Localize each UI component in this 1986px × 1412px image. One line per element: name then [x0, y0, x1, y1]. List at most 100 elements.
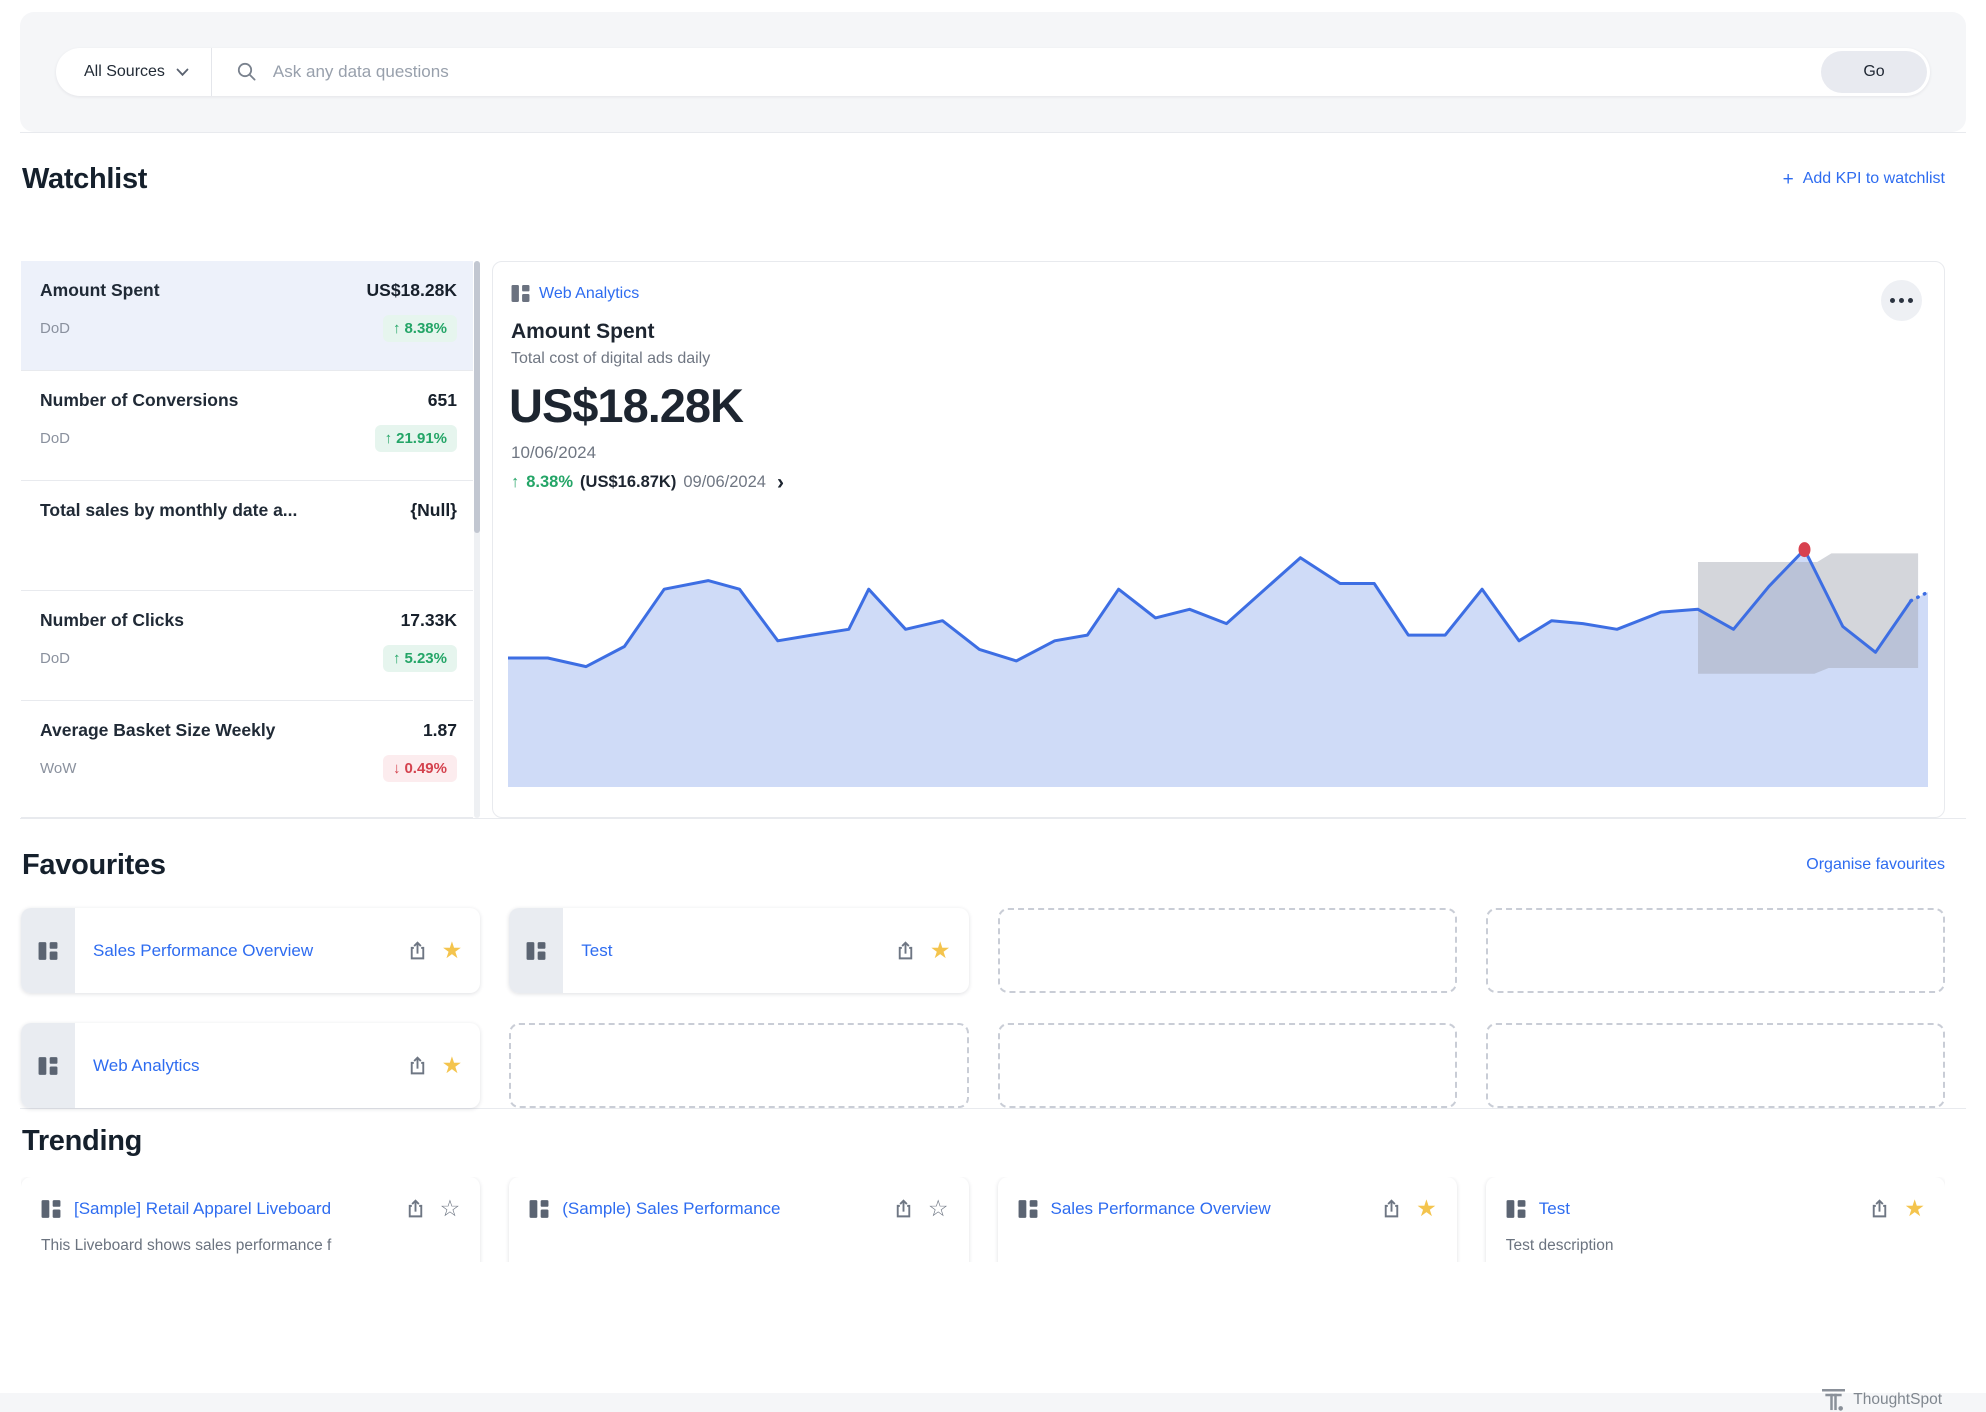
kpi-name: Amount Spent: [40, 280, 160, 300]
kpi-detail-card: Web Analytics Amount Spent Total cost of…: [492, 261, 1945, 818]
thoughtspot-logo: ThoughtSpot: [1822, 1389, 1942, 1411]
watchlist-item-amount-spent[interactable]: Amount Spent US$18.28K DoD ↑ 8.38%: [21, 261, 473, 371]
liveboard-description: This Liveboard shows sales performance f: [41, 1237, 332, 1254]
liveboard-link[interactable]: [Sample] Retail Apparel Liveboard: [74, 1198, 332, 1218]
star-filled-icon[interactable]: ★: [929, 937, 951, 963]
watchlist-scrollbar[interactable]: [474, 261, 480, 818]
empty-favourite-slot: [997, 1023, 1457, 1108]
kpi-period: DoD: [40, 320, 71, 337]
arrow-up-icon: ↑: [384, 430, 393, 447]
chevron-right-icon[interactable]: ›: [776, 471, 784, 494]
star-filled-icon[interactable]: ★: [1904, 1195, 1925, 1221]
liveboard-link[interactable]: Web Analytics: [93, 1055, 200, 1075]
previous-date: 09/06/2024: [683, 473, 766, 491]
favourite-card-web-analytics[interactable]: Web Analytics ★: [21, 1023, 481, 1108]
star-filled-icon[interactable]: ★: [1416, 1195, 1437, 1221]
empty-favourite-slot: [509, 1023, 969, 1108]
source-selector-label: All Sources: [84, 63, 165, 80]
star-outline-icon[interactable]: ☆: [927, 1195, 949, 1221]
watchlist-kpi-list: Amount Spent US$18.28K DoD ↑ 8.38% Numbe…: [21, 261, 473, 818]
more-options-button[interactable]: [1881, 280, 1922, 321]
liveboard-link[interactable]: (Sample) Sales Performance: [562, 1198, 781, 1218]
scrollbar-thumb[interactable]: [474, 261, 480, 533]
kpi-detail-change-row: ↑ 8.38% (US$16.87K) 09/06/2024 ›: [511, 472, 1944, 493]
section-divider: [20, 1108, 1966, 1109]
kpi-detail-date: 10/06/2024: [511, 443, 597, 462]
watchlist-header: Watchlist + Add KPI to watchlist: [22, 159, 1945, 199]
favourites-header: Favourites Organise favourites: [22, 845, 1945, 885]
chevron-down-icon: [176, 68, 189, 76]
liveboard-link[interactable]: Sales Performance Overview: [1050, 1198, 1271, 1218]
search-bar: All Sources Go: [56, 48, 1930, 96]
card-icon-strip: [509, 908, 564, 993]
kpi-period: DoD: [40, 650, 71, 667]
share-icon[interactable]: [1381, 1198, 1402, 1219]
share-icon[interactable]: [895, 940, 916, 961]
trending-card-sales-performance-overview[interactable]: Sales Performance Overview ★: [997, 1177, 1457, 1262]
watchlist-item-average-basket-size[interactable]: Average Basket Size Weekly 1.87 WoW ↓ 0.…: [21, 701, 473, 811]
dot: [1908, 298, 1913, 303]
search-input[interactable]: [270, 61, 1821, 83]
watchlist-item-total-sales[interactable]: Total sales by monthly date a... {Null}: [21, 481, 473, 591]
kpi-value: US$18.28K: [366, 280, 457, 300]
kpi-sparkline-chart[interactable]: [508, 529, 1928, 787]
kpi-change-badge: ↑ 5.23%: [382, 645, 457, 672]
empty-favourite-slot: [1485, 1023, 1945, 1108]
kpi-name: Average Basket Size Weekly: [40, 720, 276, 740]
kpi-value: {Null}: [410, 500, 457, 520]
search-icon: [236, 61, 258, 83]
thoughtspot-logo-icon: [1822, 1389, 1846, 1411]
kpi-detail-subtitle: Total cost of digital ads daily: [511, 350, 711, 367]
dot: [1890, 298, 1895, 303]
data-source-selector[interactable]: All Sources: [56, 48, 211, 96]
organise-favourites-link[interactable]: Organise favourites: [1806, 856, 1945, 873]
kpi-value: 1.87: [422, 720, 457, 740]
kpi-name: Number of Clicks: [40, 610, 184, 630]
liveboard-icon: [41, 1199, 61, 1219]
watchlist-item-number-of-conversions[interactable]: Number of Conversions 651 DoD ↑ 21.91%: [21, 371, 473, 481]
favourite-card-test[interactable]: Test ★: [509, 908, 969, 993]
liveboard-icon: [526, 941, 546, 961]
trending-card-sample-sales-performance[interactable]: (Sample) Sales Performance ☆: [509, 1177, 969, 1262]
arrow-up-icon: ↑: [511, 473, 520, 491]
kpi-name: Total sales by monthly date a...: [40, 500, 298, 520]
liveboard-icon: [38, 941, 58, 961]
footer-strip: [0, 1393, 1986, 1412]
favourites-title: Favourites: [22, 848, 166, 881]
card-icon-strip: [21, 1023, 75, 1108]
share-icon[interactable]: [1869, 1198, 1890, 1219]
star-filled-icon[interactable]: ★: [441, 937, 463, 963]
share-icon[interactable]: [893, 1198, 914, 1219]
share-icon[interactable]: [407, 1055, 428, 1076]
arrow-up-icon: ↑: [392, 650, 401, 667]
empty-favourite-slot: [997, 908, 1457, 993]
kpi-change-badge: ↑ 8.38%: [382, 315, 457, 342]
watchlist-title: Watchlist: [22, 162, 148, 195]
source-liveboard-link[interactable]: Web Analytics: [511, 284, 1944, 303]
kpi-change-badge: ↓ 0.49%: [382, 755, 457, 782]
watchlist-item-number-of-clicks[interactable]: Number of Clicks 17.33K DoD ↑ 5.23%: [21, 591, 473, 701]
liveboard-icon: [529, 1199, 549, 1219]
liveboard-link[interactable]: Test: [581, 940, 613, 960]
kpi-name: Number of Conversions: [40, 390, 239, 410]
trending-row-clipped: [Sample] Retail Apparel Liveboard ☆ This…: [21, 1177, 1945, 1262]
card-icon-strip: [21, 908, 75, 993]
search-divider: [210, 48, 212, 96]
liveboard-link[interactable]: Sales Performance Overview: [93, 940, 314, 960]
star-outline-icon[interactable]: ☆: [439, 1195, 461, 1221]
favourite-card-sales-performance-overview[interactable]: Sales Performance Overview ★: [21, 908, 481, 993]
add-kpi-to-watchlist-link[interactable]: + Add KPI to watchlist: [1782, 168, 1945, 190]
plus-icon: +: [1782, 168, 1794, 190]
share-icon[interactable]: [405, 1198, 426, 1219]
trending-card-sample-retail-apparel[interactable]: [Sample] Retail Apparel Liveboard ☆ This…: [21, 1177, 481, 1262]
trending-card-test[interactable]: Test ★ Test description: [1485, 1177, 1945, 1262]
liveboard-link[interactable]: Test: [1538, 1198, 1570, 1218]
star-filled-icon[interactable]: ★: [441, 1052, 463, 1078]
share-icon[interactable]: [407, 940, 428, 961]
arrow-down-icon: ↓: [392, 760, 401, 777]
go-button[interactable]: Go: [1821, 51, 1927, 93]
kpi-change-badge: ↑ 21.91%: [374, 425, 457, 452]
section-divider: [20, 132, 1966, 133]
liveboard-icon: [1018, 1199, 1038, 1219]
